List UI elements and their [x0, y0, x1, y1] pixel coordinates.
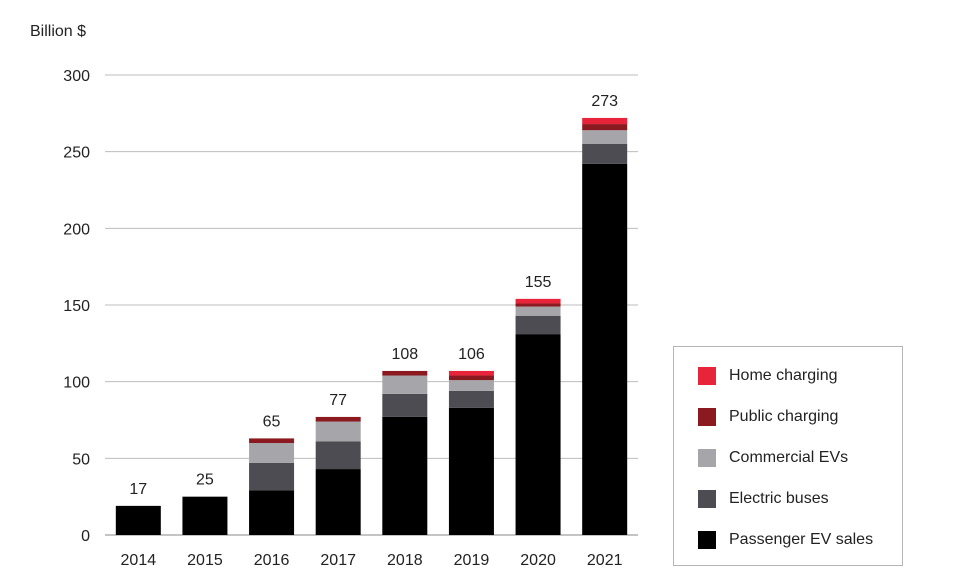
bar-segment — [515, 334, 561, 535]
legend-swatch — [698, 531, 716, 549]
y-tick-label: 250 — [63, 145, 90, 162]
total-label: 155 — [525, 274, 552, 291]
bar-segment — [249, 490, 295, 535]
legend-label: Public charging — [729, 408, 839, 425]
bar-segment — [515, 306, 561, 316]
bar-segment — [448, 370, 494, 376]
x-tick-labels: 2014 2015 2016 2017 2018 2019 2020 2021 — [121, 552, 623, 569]
bar-segment — [315, 416, 361, 422]
legend-item: Public charging — [698, 407, 838, 427]
total-label: 17 — [129, 481, 147, 498]
y-tick-label: 50 — [72, 451, 90, 468]
bar-segment — [515, 298, 561, 304]
legend-item: Commercial EVs — [698, 448, 848, 468]
bar-segment — [515, 303, 561, 307]
bar-segment — [249, 438, 295, 443]
total-label: 77 — [329, 392, 347, 409]
legend-swatch — [698, 367, 716, 385]
bar-segment — [182, 496, 228, 535]
bar-segment — [582, 117, 628, 125]
legend-item: Home charging — [698, 366, 838, 386]
legend-item: Electric buses — [698, 489, 829, 509]
y-tick-label: 150 — [63, 298, 90, 315]
total-label: 273 — [591, 93, 618, 110]
bar-segment — [515, 315, 561, 335]
bar-segment — [249, 443, 295, 463]
bar-segment — [582, 124, 628, 131]
bar-segment — [315, 421, 361, 442]
bar-segment — [382, 370, 428, 376]
bar-segment — [315, 469, 361, 535]
legend-label: Electric buses — [729, 490, 829, 507]
bar-segment — [582, 144, 628, 164]
bar-segment — [382, 416, 428, 535]
total-labels: 17 25 65 77 108 106 155 273 — [129, 93, 618, 498]
legend-item: Passenger EV sales — [698, 530, 873, 550]
bar-segment — [382, 393, 428, 417]
bars — [115, 117, 628, 535]
x-tick-label: 2019 — [454, 552, 490, 569]
y-tick-labels: 0 50 100 150 200 250 300 — [63, 68, 90, 545]
x-tick-label: 2021 — [587, 552, 623, 569]
legend: Home charging Public charging Commercial E… — [673, 346, 903, 566]
legend-label: Passenger EV sales — [729, 531, 874, 548]
x-tick-label: 2016 — [254, 552, 290, 569]
legend-label: Commercial EVs — [729, 449, 849, 466]
y-axis-label: Billion $ — [30, 23, 86, 40]
bar-segment — [448, 380, 494, 391]
y-tick-label: 0 — [81, 528, 90, 545]
legend-swatch — [698, 449, 716, 467]
total-label: 106 — [458, 346, 485, 363]
x-tick-label: 2017 — [320, 552, 356, 569]
x-tick-label: 2020 — [520, 552, 556, 569]
bar-segment — [115, 505, 161, 535]
x-tick-label: 2015 — [187, 552, 223, 569]
bar-segment — [582, 163, 628, 535]
total-label: 65 — [263, 413, 281, 430]
x-tick-label: 2018 — [387, 552, 423, 569]
bar-segment — [582, 130, 628, 144]
legend-swatch — [698, 408, 716, 426]
total-label: 108 — [391, 346, 418, 363]
bar-segment — [249, 462, 295, 491]
bar-segment — [315, 441, 361, 470]
y-tick-label: 100 — [63, 375, 90, 392]
bar-segment — [448, 390, 494, 408]
x-tick-label: 2014 — [121, 552, 157, 569]
bar-segment — [382, 375, 428, 394]
total-label: 25 — [196, 472, 214, 489]
legend-label: Home charging — [729, 367, 838, 384]
bar-segment — [448, 375, 494, 381]
bar-segment — [448, 407, 494, 535]
y-tick-label: 200 — [63, 221, 90, 238]
y-tick-label: 300 — [63, 68, 90, 85]
legend-swatch — [698, 490, 716, 508]
